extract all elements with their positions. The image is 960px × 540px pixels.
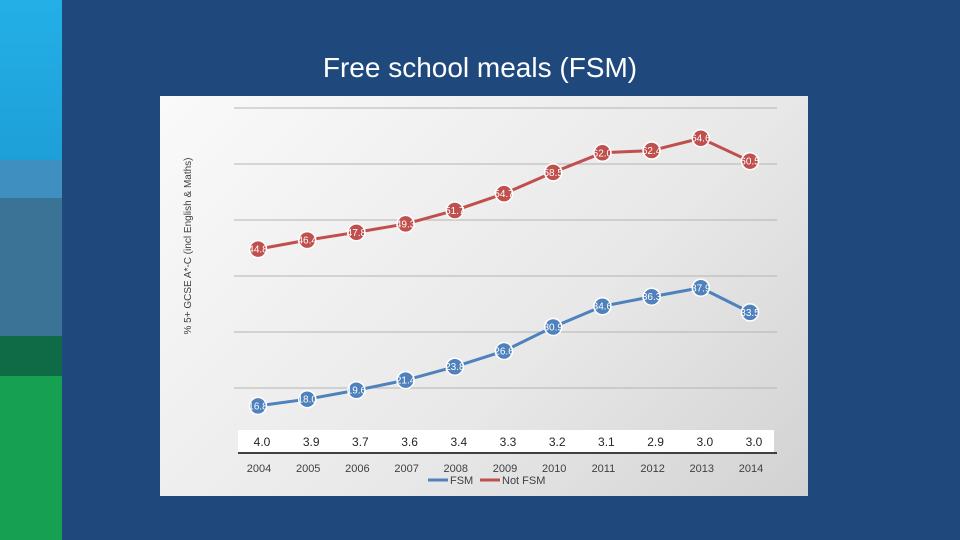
data-point [494,341,514,361]
data-point [593,296,612,316]
data-label: 18.0 [297,395,317,406]
data-point [691,278,711,298]
data-point [248,239,268,259]
data-point [445,357,465,376]
x-tick-label: 2008 [444,463,468,475]
data-point [396,214,415,234]
data-point [593,143,612,163]
gap-value: 3.1 [598,435,615,449]
series-not-fsm: 44.8 46.4 47.8 49.3 51.7 54.7 58.5 62.0 62.4 64.6… [248,128,760,259]
data-point [347,223,366,242]
x-tick-label: 2006 [345,463,369,475]
x-tick-label: 2012 [640,463,664,475]
data-point [740,151,760,171]
x-tick-label: 2013 [690,463,714,475]
x-tick-label: 2011 [592,463,616,475]
x-tick-label: 2010 [542,463,566,475]
grid-lines [234,107,777,389]
gap-value: 3.4 [450,435,467,449]
gap-value: 3.0 [746,435,763,449]
data-label: 26.6 [494,347,514,358]
data-label: 19.6 [347,386,367,397]
side-stripe-1 [0,0,62,160]
data-point [691,128,711,148]
side-stripe-3 [0,198,62,336]
data-label: 36.3 [642,292,662,303]
side-stripe-4 [0,336,62,376]
gap-value: 2.9 [647,435,664,449]
series-layer: 16.8 18.0 19.6 21.4 23.8 26.6 30.9 34.6 36.3 37.9… [248,128,760,416]
data-label: 21.4 [396,376,416,387]
gap-value: 3.7 [352,435,369,449]
data-point [396,370,415,390]
gap-value: 3.0 [696,435,713,449]
x-tick-label: 2005 [296,463,320,475]
x-tick-label: 2014 [739,463,763,475]
data-point [740,303,760,322]
data-point [347,380,366,400]
line-chart: % 5+ GCSE A*-C (incl English & Maths) 16… [183,107,777,487]
data-label: 58.5 [543,168,563,179]
gap-value: 3.9 [303,435,320,449]
data-label: 62.0 [593,148,613,159]
side-stripe-5 [0,376,62,540]
data-label: 34.6 [593,302,613,313]
data-label: 64.6 [691,134,711,145]
series-fsm: 16.8 18.0 19.6 21.4 23.8 26.6 30.9 34.6 36.3 37.9… [248,278,760,416]
x-tick-label: 2007 [394,463,418,475]
data-point [494,184,514,203]
data-point [297,230,317,250]
data-label: 37.9 [691,283,711,294]
data-label: 54.7 [494,189,514,200]
data-label: 60.5 [740,157,760,168]
data-point [445,201,465,220]
data-label: 47.8 [347,228,367,239]
x-tick-label: 2009 [493,463,517,475]
data-label: 33.5 [740,308,760,319]
data-point [642,287,661,306]
data-point [297,389,317,409]
gap-table-background [238,430,774,452]
legend-label: Not FSM [502,475,545,487]
gap-value: 3.2 [549,435,566,449]
data-label: 49.3 [396,219,416,230]
data-point [248,396,268,416]
y-axis-label: % 5+ GCSE A*-C (incl English & Maths) [183,157,194,334]
x-tick-label: 2004 [247,463,271,475]
gap-value: 3.3 [500,435,517,449]
x-axis: 2004 2005 2006 2007 2008 2009 2010 2011 2012 2013… [238,452,777,475]
data-label: 51.7 [445,206,465,217]
gap-table: 4.0 3.9 3.7 3.6 3.4 3.3 3.2 3.1 2.9 3.0 3.0 [238,430,774,452]
data-label: 62.4 [642,146,662,157]
gap-value: 4.0 [254,435,271,449]
data-label: 30.9 [543,322,563,333]
data-point [642,141,661,160]
data-label: 46.4 [297,236,317,247]
data-label: 23.8 [445,362,465,373]
side-stripe-2 [0,160,62,198]
chart-panel: % 5+ GCSE A*-C (incl English & Maths) 16… [160,96,808,496]
legend-label: FSM [450,475,473,487]
gap-value: 3.6 [401,435,418,449]
slide-title: Free school meals (FSM) [322,52,638,83]
data-label: 44.8 [248,245,268,256]
legend: FSM Not FSM [428,475,545,487]
data-point [543,317,563,337]
data-point [543,163,563,182]
data-label: 16.8 [248,401,268,412]
